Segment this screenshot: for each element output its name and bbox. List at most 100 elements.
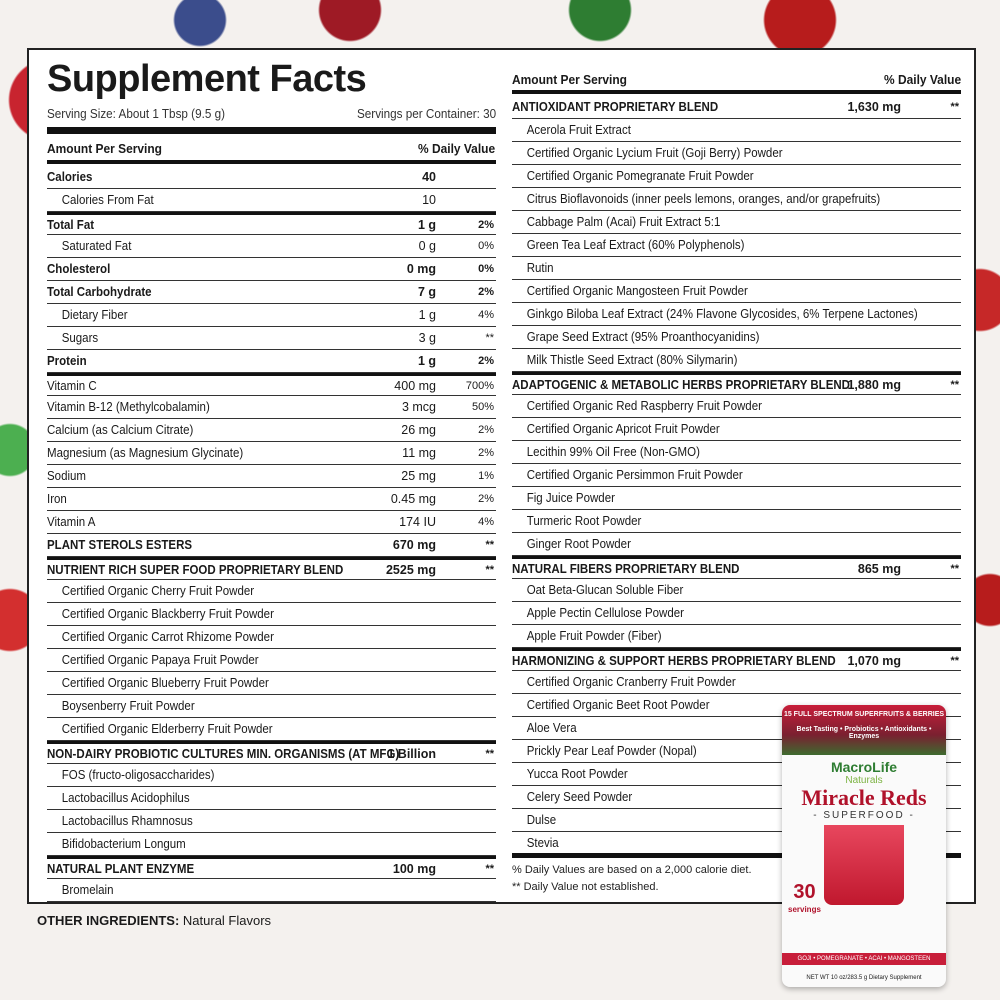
daily-value: 2%: [478, 286, 494, 298]
nutrient-name: Certified Organic Pomegranate Fruit Powd…: [526, 169, 754, 183]
amount-header-right: Amount Per Serving: [512, 72, 627, 87]
daily-value: **: [485, 563, 494, 576]
facts-row: Dulse: [512, 809, 961, 832]
facts-row: Aloe Vera: [512, 717, 961, 740]
nutrient-name: Oat Beta-Glucan Soluble Fiber: [526, 583, 684, 597]
nutrient-amount: 1 g: [417, 354, 436, 368]
supplement-facts-label: Supplement Facts Serving Size: About 1 T…: [27, 48, 976, 904]
facts-row: Certified Organic Carrot Rhizome Powder: [47, 626, 496, 649]
daily-value: 4%: [478, 516, 494, 528]
product-subtitle: - SUPERFOOD -: [813, 810, 915, 821]
nutrient-name: Bromelain: [61, 883, 114, 897]
product-brand-sub: Naturals: [845, 775, 883, 786]
nutrient-name: HARMONIZING & SUPPORT HERBS PROPRIETARY …: [512, 653, 836, 668]
daily-value: **: [950, 654, 959, 667]
nutrient-amount: 1,630 mg: [847, 100, 901, 114]
nutrient-name: Certified Organic Mangosteen Fruit Powde…: [526, 284, 748, 298]
facts-row: Green Tea Leaf Extract (60% Polyphenols): [512, 234, 961, 257]
nutrient-amount: 1 Billion: [387, 746, 436, 761]
nutrient-name: Certified Organic Beet Root Powder: [526, 698, 710, 712]
facts-row: Certified Organic Mangosteen Fruit Powde…: [512, 280, 961, 303]
nutrient-name: Milk Thistle Seed Extract (80% Silymarin…: [526, 353, 738, 367]
facts-row: NUTRIENT RICH SUPER FOOD PROPRIETARY BLE…: [47, 557, 496, 580]
facts-row: Certified Organic Pomegranate Fruit Powd…: [512, 165, 961, 188]
nutrient-name: Cabbage Palm (Acai) Fruit Extract 5:1: [526, 215, 721, 229]
nutrient-amount: 11 mg: [402, 446, 436, 460]
facts-row: Celery Seed Powder: [512, 786, 961, 809]
product-top-line: 15 FULL SPECTRUM SUPERFRUITS & BERRIES: [783, 711, 945, 718]
nutrient-name: ANTIOXIDANT PROPRIETARY BLEND: [512, 100, 719, 114]
facts-row: ANTIOXIDANT PROPRIETARY BLEND 1,630 mg **: [512, 96, 961, 119]
facts-row: Milk Thistle Seed Extract (80% Silymarin…: [512, 349, 961, 372]
facts-row: Calories 40: [47, 166, 496, 189]
facts-row: Calories From Fat 10: [47, 189, 496, 212]
nutrient-name: Certified Organic Carrot Rhizome Powder: [61, 630, 274, 644]
daily-value: 4%: [478, 309, 494, 321]
servings-count: 30: [793, 881, 816, 903]
facts-row: Total Fat 1 g 2%: [47, 212, 496, 235]
facts-row: Ginkgo Biloba Leaf Extract (24% Flavone …: [512, 303, 961, 326]
facts-row: Vitamin C 400 mg 700%: [47, 373, 496, 396]
facts-row: Sugars 3 g **: [47, 327, 496, 350]
nutrient-name: Certified Organic Apricot Fruit Powder: [526, 422, 720, 436]
product-tagline: Best Tasting • Probiotics • Antioxidants…: [796, 726, 932, 740]
daily-value: 2%: [478, 447, 494, 459]
facts-row: Vitamin A 174 IU 4%: [47, 511, 496, 534]
daily-value: 50%: [471, 401, 494, 413]
daily-value: **: [950, 562, 959, 575]
nutrient-amount: 25 mg: [401, 469, 436, 483]
daily-value: 1%: [478, 470, 494, 482]
label-title: Supplement Facts: [47, 58, 367, 100]
nutrient-name: Acerola Fruit Extract: [526, 123, 631, 137]
nutrient-name: Certified Organic Elderberry Fruit Powde…: [61, 722, 273, 736]
product-net-weight: NET WT 10 oz/283.5 g Dietary Supplement: [806, 975, 922, 981]
footnote-daily-values: % Daily Values are based on a 2,000 calo…: [512, 864, 752, 876]
nutrient-amount: 26 mg: [401, 423, 436, 437]
facts-row: Certified Organic Red Raspberry Fruit Po…: [512, 395, 961, 418]
facts-row: Sodium 25 mg 1%: [47, 465, 496, 488]
nutrient-amount: 3 g: [418, 331, 436, 345]
nutrient-amount: 100 mg: [392, 861, 436, 876]
amount-header-left: Amount Per Serving: [47, 141, 162, 156]
nutrient-name: NATURAL PLANT ENZYME: [47, 861, 195, 876]
facts-row: Acerola Fruit Extract: [512, 119, 961, 142]
nutrient-name: PLANT STEROLS ESTERS: [47, 538, 193, 552]
divider: [512, 90, 961, 94]
facts-row: Grape Seed Extract (95% Proanthocyanidin…: [512, 326, 961, 349]
nutrient-name: Protein: [47, 354, 87, 368]
product-flavor-band: GOJI • POMEGRANATE • ACAI • MANGOSTEEN: [782, 953, 946, 965]
facts-row: Certified Organic Blueberry Fruit Powder: [47, 672, 496, 695]
nutrient-amount: 40: [422, 170, 436, 184]
facts-row: Certified Organic Blackberry Fruit Powde…: [47, 603, 496, 626]
other-ingredients-value: Natural Flavors: [179, 913, 272, 928]
nutrient-amount: 2525 mg: [385, 562, 436, 577]
facts-row: PLANT STEROLS ESTERS 670 mg **: [47, 534, 496, 557]
nutrient-name: NON-DAIRY PROBIOTIC CULTURES MIN. ORGANI…: [47, 746, 400, 761]
nutrient-name: Stevia: [526, 836, 559, 850]
nutrient-amount: 0 g: [418, 239, 436, 253]
nutrient-name: Vitamin A: [47, 515, 96, 529]
facts-row: Turmeric Root Powder: [512, 510, 961, 533]
facts-row: Lactobacillus Acidophilus: [47, 787, 496, 810]
nutrient-name: Yucca Root Powder: [526, 767, 628, 781]
nutrient-amount: 400 mg: [394, 378, 436, 393]
facts-row: Oat Beta-Glucan Soluble Fiber: [512, 579, 961, 602]
nutrient-name: Ginkgo Biloba Leaf Extract (24% Flavone …: [526, 307, 918, 321]
nutrient-amount: 3 mcg: [401, 400, 436, 414]
facts-row: Fig Juice Powder: [512, 487, 961, 510]
right-facts-column: ANTIOXIDANT PROPRIETARY BLEND 1,630 mg ** A…: [512, 96, 961, 855]
facts-row: Prickly Pear Leaf Powder (Nopal): [512, 740, 961, 763]
facts-row: HARMONIZING & SUPPORT HERBS PROPRIETARY …: [512, 648, 961, 671]
nutrient-name: Iron: [47, 492, 67, 506]
nutrient-name: Calories: [47, 170, 93, 184]
facts-row: Iron 0.45 mg 2%: [47, 488, 496, 511]
footnote-not-established: ** Daily Value not established.: [512, 881, 659, 893]
nutrient-name: Fig Juice Powder: [526, 491, 615, 505]
nutrient-name: Certified Organic Cherry Fruit Powder: [61, 584, 255, 598]
facts-row: Certified Organic Cranberry Fruit Powder: [512, 671, 961, 694]
facts-row: Certified Organic Persimmon Fruit Powder: [512, 464, 961, 487]
nutrient-amount: 10: [422, 193, 436, 207]
daily-value: **: [950, 378, 959, 391]
product-name: Miracle Reds: [801, 785, 927, 810]
product-top-band: 15 FULL SPECTRUM SUPERFRUITS & BERRIES B…: [782, 705, 946, 755]
